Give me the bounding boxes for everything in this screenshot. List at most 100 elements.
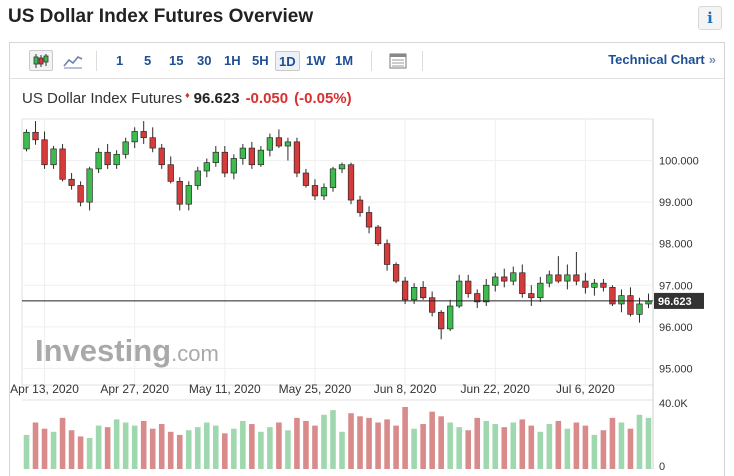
candle-body [176,180,183,205]
candle-body [365,212,373,228]
candle [510,266,517,286]
candle [68,173,75,190]
candle-body [401,280,409,301]
volume-bar [582,425,589,469]
volume-bar [167,431,174,469]
volume-bar [483,420,490,469]
x-tick-label: May 25, 2020 [279,382,352,396]
price-down-icon: ♦ [185,90,190,100]
candle [555,256,562,284]
volume-bar [149,428,156,469]
candlestick-icon[interactable] [29,50,53,71]
candle-body [302,172,310,186]
volume-bar [86,438,93,469]
candle [338,162,346,174]
candle-body [149,137,156,149]
candle-body [293,141,301,174]
candle-body [600,282,607,288]
volume-bar [203,422,210,469]
candle [474,289,481,309]
volume-bar [555,420,562,469]
volume-bar [41,428,48,469]
candle [176,177,183,211]
candle [356,195,364,217]
volume-bar [402,407,408,469]
volume-bar [185,430,192,469]
price-change-percent: (-0.05%) [294,90,352,107]
candlestick-chart[interactable]: Apr 13, 2020 Apr 27, 2020 May 11, 2020 May … [10,43,724,476]
interval-15[interactable]: 15 [169,53,184,68]
candle-body [248,147,256,166]
interval-1h[interactable]: 1H [224,53,241,68]
candle-body [203,162,210,172]
candle [23,129,30,152]
volume-bar [429,411,435,469]
volume-bar [618,422,625,469]
interval-30[interactable]: 30 [197,53,212,68]
volume-bar [77,436,84,469]
candle-body [383,243,391,265]
volume-bar [95,425,102,469]
table-icon[interactable] [386,50,410,71]
volume-bar [213,425,219,469]
volume-bar [321,414,327,469]
candle [438,310,445,340]
candle [573,252,580,286]
volume-bar [285,430,291,469]
candle [122,137,129,159]
candle [95,148,102,174]
candle [266,133,274,157]
interval-1[interactable]: 1 [116,53,124,68]
area-chart-icon[interactable] [61,50,85,71]
candle [600,279,607,292]
candle-body [104,151,111,166]
volume-bar [231,428,237,469]
volume-bar [312,425,318,469]
volume-bar [447,422,453,469]
volume-bar [122,422,129,469]
candle-body [618,295,625,305]
candle-body [221,151,228,174]
candle [383,239,391,271]
candle-body [519,272,526,294]
interval-1d[interactable]: 1D [275,51,300,71]
interval-5[interactable]: 5 [144,53,152,68]
candle-body [564,274,571,282]
candle [158,143,165,169]
chevron-right-icon: » [708,52,716,67]
candle [365,206,373,234]
volume-bar [357,416,363,469]
candle [401,276,409,304]
candle-body [546,274,553,284]
toolbar-separator [371,51,372,71]
candle [311,179,319,201]
candle [419,281,427,300]
candle-body [122,141,129,155]
volume-bar [131,425,138,469]
technical-chart-label[interactable]: Technical Chart [608,52,705,67]
last-price-tag [654,292,704,309]
candle-body [266,137,274,151]
interval-5h[interactable]: 5H [252,53,269,68]
x-tick-label: Apr 13, 2020 [10,382,79,396]
volume-bar [591,434,598,469]
volume-bar [104,427,111,469]
x-tick-label: May 11, 2020 [189,382,261,396]
interval-1m[interactable]: 1M [335,53,354,68]
candle [131,127,138,149]
candle [302,168,310,188]
info-button[interactable]: i [698,6,722,30]
y-tick-label: 96.000 [659,322,693,334]
volume-bar [294,417,300,469]
volume-bar [194,427,201,469]
volume-bar [636,414,643,469]
last-price: 96.623 [193,90,240,107]
interval-1w[interactable]: 1W [306,53,326,68]
candle-body [356,199,364,213]
candle-body [438,311,445,330]
x-tick-label: Jun 22, 2020 [461,382,531,396]
technical-chart-link[interactable]: Technical Chart» [608,52,716,67]
investing-watermark-logo: Investing.com [35,333,219,368]
volume-bar [330,410,336,469]
candle-body [23,131,30,150]
